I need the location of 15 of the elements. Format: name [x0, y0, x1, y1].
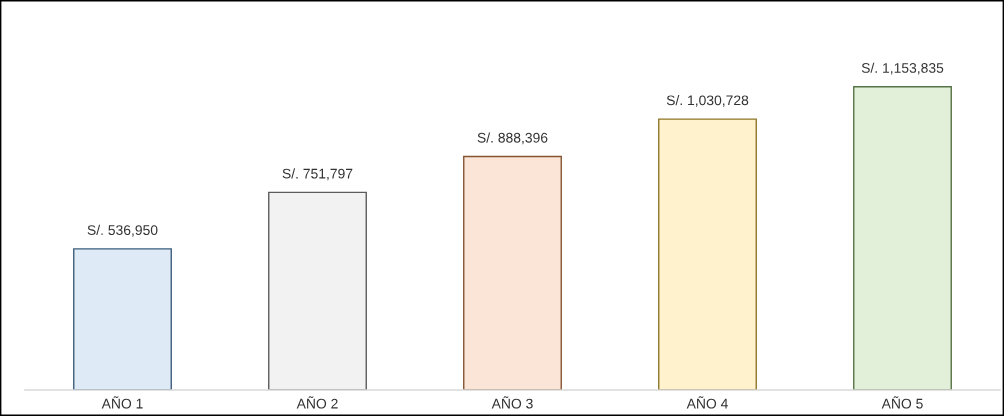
x-tick-label: AÑO 1 — [101, 396, 143, 409]
data-label: S/. 888,396 — [477, 132, 548, 145]
data-label: S/. 536,950 — [87, 224, 158, 237]
data-label: S/. 1,030,728 — [666, 95, 749, 107]
bar — [268, 191, 367, 390]
x-tick-label: AÑO 4 — [686, 396, 728, 409]
bar — [658, 118, 757, 390]
bar — [853, 86, 952, 390]
data-label: S/. 751,797 — [282, 168, 353, 181]
bar — [73, 248, 172, 390]
x-tick-label: AÑO 3 — [491, 396, 533, 409]
x-tick-label: AÑO 5 — [881, 396, 923, 409]
data-label: S/. 1,153,835 — [861, 62, 944, 75]
bar — [463, 155, 562, 390]
x-tick-label: AÑO 2 — [296, 396, 338, 409]
